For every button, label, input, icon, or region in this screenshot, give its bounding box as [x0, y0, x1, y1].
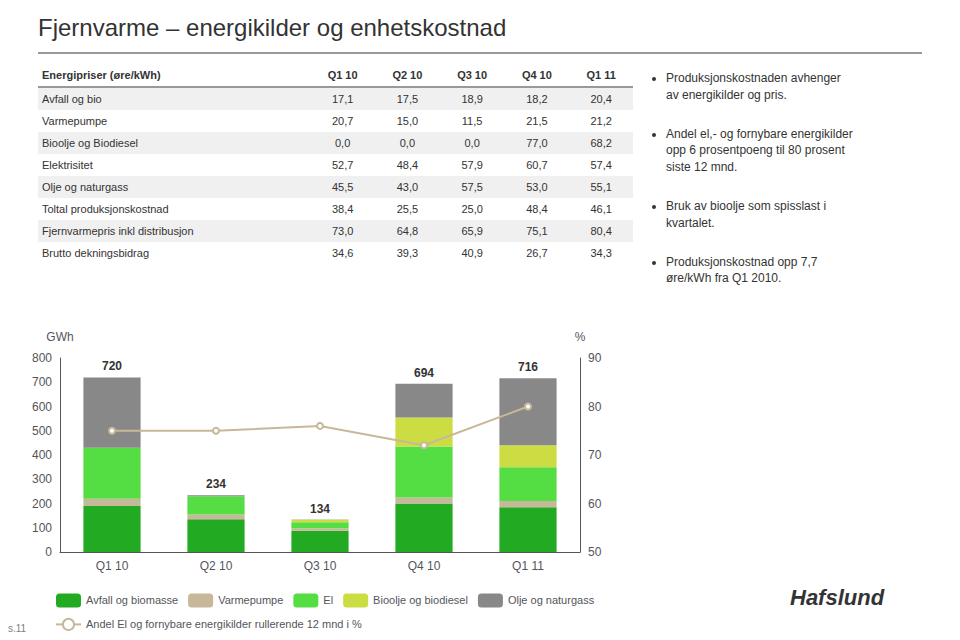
- html-text:Elektrisitet: Elektrisitet: [42, 159, 93, 171]
- svg-text:Q3 10: Q3 10: [304, 559, 337, 573]
- html-text:Fjernvarme – energikilder og e: Fjernvarme – energikilder og enhetskostn…: [38, 14, 507, 41]
- html-text:Bruk av bioolje som spisslast: Bruk av bioolje som spisslast i kvartale…: [666, 199, 827, 230]
- svg-text:200: 200: [32, 497, 52, 511]
- html-text:Varmepumpe: Varmepumpe: [42, 115, 108, 127]
- html-text:46,1: 46,1: [590, 203, 612, 215]
- html-text:64,8: 64,8: [396, 225, 419, 237]
- html-text:11,5: 11,5: [461, 115, 483, 127]
- html-text:Produksjonskostnaden avhenger: Produksjonskostnaden avhenger av energik…: [666, 71, 841, 102]
- html-text:Avfall og bio: Avfall og bio: [42, 93, 102, 105]
- html-text:21,5: 21,5: [526, 115, 548, 127]
- html-text:s.11: s.11: [8, 623, 27, 634]
- html-text:18,9: 18,9: [461, 93, 483, 105]
- html-text:40,9: 40,9: [461, 247, 483, 259]
- svg-text:Andel El og fornybare energiki: Andel El og fornybare energikilder rulle…: [86, 618, 362, 630]
- html-text:57,4: 57,4: [590, 159, 612, 171]
- html-text:77,0: 77,0: [526, 137, 548, 149]
- html-text:65,9: 65,9: [461, 225, 483, 237]
- svg-text:800: 800: [32, 351, 52, 365]
- html-text:Energipriser (øre/kWh): Energipriser (øre/kWh): [42, 69, 161, 81]
- svg-text:Varmepumpe: Varmepumpe: [218, 594, 283, 606]
- svg-text:694: 694: [414, 366, 434, 380]
- svg-text:234: 234: [206, 477, 226, 491]
- html-text:Bioolje og Biodiesel: Bioolje og Biodiesel: [42, 137, 138, 149]
- html-text:Q4 10: Q4 10: [521, 69, 552, 81]
- html-text:45,5: 45,5: [331, 181, 354, 193]
- html-text:34,6: 34,6: [331, 247, 354, 259]
- html-text:68,2: 68,2: [590, 137, 612, 149]
- svg-text:El: El: [323, 594, 333, 606]
- html-text:Hafslund: Hafslund: [790, 585, 885, 610]
- svg-text:716: 716: [518, 360, 538, 374]
- html-text:Brutto dekningsbidrag: Brutto dekningsbidrag: [42, 247, 149, 259]
- html-text:Q2 10: Q2 10: [392, 69, 423, 81]
- html-text:Q1 11: Q1 11: [586, 69, 616, 81]
- html-text:20,7: 20,7: [331, 115, 354, 127]
- html-text:60,7: 60,7: [526, 159, 548, 171]
- svg-text:300: 300: [32, 472, 52, 486]
- html-text:Q3 10: Q3 10: [457, 69, 488, 81]
- html-text:20,4: 20,4: [590, 93, 612, 105]
- svg-text:Q2 10: Q2 10: [200, 559, 233, 573]
- html-text:57,5: 57,5: [461, 181, 483, 193]
- svg-text:400: 400: [32, 448, 52, 462]
- svg-text:600: 600: [32, 400, 52, 414]
- html-text:48,4: 48,4: [396, 159, 419, 171]
- html-text:73,0: 73,0: [331, 225, 354, 237]
- svg-text:700: 700: [32, 375, 52, 389]
- html-text:15,0: 15,0: [396, 115, 419, 127]
- svg-text:Q1 11: Q1 11: [512, 559, 544, 573]
- svg-text:90: 90: [588, 351, 602, 365]
- html-text:55,1: 55,1: [590, 181, 612, 193]
- html-text:Toltal produksjonskostnad: Toltal produksjonskostnad: [42, 203, 169, 215]
- svg-text:100: 100: [32, 521, 52, 535]
- html-text:17,1: 17,1: [331, 93, 354, 105]
- html-text:25,5: 25,5: [396, 203, 419, 215]
- svg-text:70: 70: [588, 448, 602, 462]
- html-text:38,4: 38,4: [331, 203, 354, 215]
- html-text:52,7: 52,7: [331, 159, 354, 171]
- html-text:34,3: 34,3: [590, 247, 612, 259]
- svg-text:50: 50: [588, 545, 602, 559]
- svg-text:Q4 10: Q4 10: [408, 559, 441, 573]
- html-text:25,0: 25,0: [461, 203, 483, 215]
- html-text:Fjernvarmepris inkl distribusj: Fjernvarmepris inkl distribusjon: [42, 225, 194, 237]
- svg-text:60: 60: [588, 497, 602, 511]
- html-text:Produksjonskostnad opp 7,7 øre: Produksjonskostnad opp 7,7 øre/kWh fra Q…: [666, 254, 818, 286]
- html-text:53,0: 53,0: [526, 181, 548, 193]
- svg-text:GWh: GWh: [46, 330, 73, 344]
- html-text:21,2: 21,2: [590, 115, 612, 127]
- html-text:75,1: 75,1: [526, 225, 548, 237]
- html-text:Andel el,- og fornybare energi: Andel el,- og fornybare energikilder opp…: [666, 126, 853, 175]
- svg-text:Bioolje og biodiesel: Bioolje og biodiesel: [373, 594, 468, 606]
- html-text:Olje og naturgass: Olje og naturgass: [42, 181, 129, 193]
- html-text:26,7: 26,7: [526, 247, 548, 259]
- html-text:0,0: 0,0: [464, 137, 480, 149]
- svg-text:80: 80: [588, 400, 602, 414]
- svg-text:%: %: [575, 330, 586, 344]
- html-text:0,0: 0,0: [399, 137, 415, 149]
- svg-text:Avfall og biomasse: Avfall og biomasse: [86, 594, 178, 606]
- html-text:80,4: 80,4: [590, 225, 612, 237]
- svg-text:720: 720: [102, 359, 122, 373]
- html-text:0,0: 0,0: [335, 137, 351, 149]
- svg-text:Olje og naturgass: Olje og naturgass: [508, 594, 595, 606]
- svg-text:Q1 10: Q1 10: [96, 559, 129, 573]
- html-text:18,2: 18,2: [526, 93, 548, 105]
- html-text:Q1 10: Q1 10: [327, 69, 358, 81]
- html-text:48,4: 48,4: [526, 203, 548, 215]
- svg-text:0: 0: [45, 545, 52, 559]
- svg-text:500: 500: [32, 424, 52, 438]
- html-text:57,9: 57,9: [461, 159, 483, 171]
- svg-text:134: 134: [310, 502, 330, 516]
- html-text:39,3: 39,3: [396, 247, 419, 259]
- html-text:43,0: 43,0: [396, 181, 419, 193]
- html-text:17,5: 17,5: [396, 93, 419, 105]
